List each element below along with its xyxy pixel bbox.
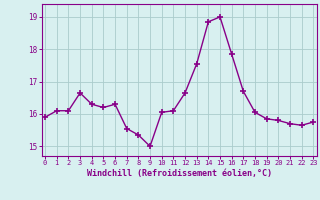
X-axis label: Windchill (Refroidissement éolien,°C): Windchill (Refroidissement éolien,°C) [87, 169, 272, 178]
